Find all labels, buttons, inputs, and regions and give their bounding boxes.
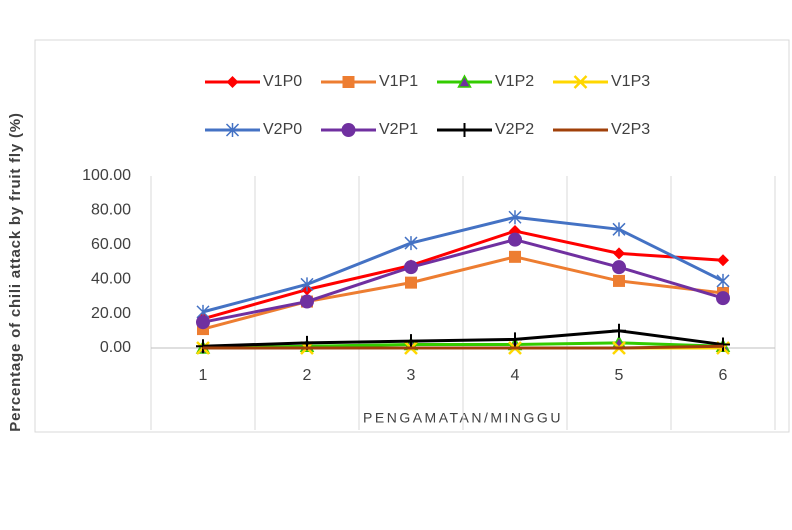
marker: [196, 339, 210, 354]
chart-frame: [34, 39, 790, 433]
marker: [722, 345, 724, 348]
marker: [306, 347, 308, 349]
marker: [457, 123, 472, 137]
series-line: [202, 329, 724, 348]
marker: [716, 273, 730, 288]
marker: [716, 337, 730, 352]
y-tick-label: 40.00: [91, 270, 131, 287]
marker: [404, 260, 418, 275]
y-tick-label: 20.00: [91, 305, 131, 322]
x-tick-label: 4: [511, 367, 520, 384]
legend-entry: V2P3: [553, 121, 650, 138]
x-tick-label: 2: [303, 367, 312, 384]
y-tick-label: 80.00: [91, 202, 131, 219]
marker: [613, 247, 625, 260]
marker: [202, 347, 204, 349]
x-tick-label: 3: [407, 367, 416, 384]
series-line: [202, 238, 724, 324]
legend-entry: V2P2: [437, 121, 534, 138]
legend-label: V2P2: [495, 121, 534, 138]
legend-entry: V1P1: [321, 73, 418, 90]
marker: [612, 323, 626, 338]
marker: [226, 76, 239, 88]
legend-label: V1P2: [495, 73, 534, 90]
legend-label: V1P1: [379, 73, 418, 90]
marker: [508, 210, 522, 225]
marker: [405, 276, 417, 289]
marker: [404, 236, 418, 251]
marker: [410, 347, 412, 349]
legend-entry: V1P0: [205, 73, 302, 90]
series-line: [202, 215, 724, 314]
legend-entry: V2P1: [321, 121, 418, 138]
x-tick-label: 5: [615, 367, 624, 384]
marker: [196, 315, 210, 330]
marker: [618, 347, 620, 349]
legend-entry: V1P2: [437, 73, 534, 90]
legend-label: V1P3: [611, 73, 650, 90]
legend-entry: V1P3: [553, 73, 650, 90]
legend-label: V2P0: [263, 121, 302, 138]
marker: [612, 260, 626, 275]
legend-label: V1P0: [263, 73, 302, 90]
marker: [716, 291, 730, 306]
x-tick-label: 6: [719, 367, 728, 384]
marker: [612, 222, 626, 237]
series-line: [202, 229, 724, 321]
y-tick-label: 100.00: [82, 167, 131, 184]
legend-label: V2P1: [379, 121, 418, 138]
marker: [457, 74, 472, 88]
y-axis-title: Percentage of chili attack by fruit fly …: [7, 112, 24, 431]
marker: [573, 75, 588, 89]
marker: [300, 277, 314, 292]
marker: [225, 123, 240, 137]
y-tick-label: 60.00: [91, 236, 131, 253]
marker: [341, 123, 356, 137]
y-tick-label: 0.00: [100, 339, 131, 356]
legend-entry: V2P0: [205, 121, 302, 138]
x-tick-label: 1: [199, 367, 208, 384]
marker: [300, 294, 314, 309]
marker: [508, 232, 522, 247]
marker: [717, 254, 729, 267]
marker: [514, 347, 516, 349]
marker: [404, 334, 418, 349]
legend-label: V2P3: [611, 121, 650, 138]
x-axis-title: PENGAMATAN/MINGGU: [363, 410, 563, 426]
series-line: [203, 344, 724, 350]
marker: [342, 76, 355, 88]
marker: [508, 332, 522, 347]
marker: [613, 274, 625, 287]
marker: [509, 250, 521, 263]
